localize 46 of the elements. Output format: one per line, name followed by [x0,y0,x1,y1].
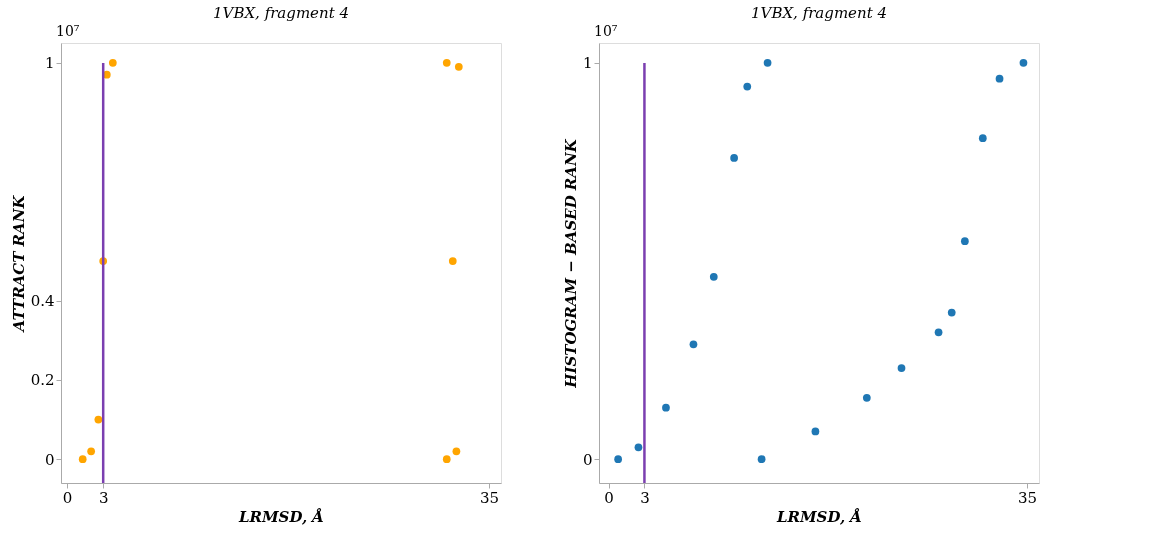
y-tick-label: 0.4 [30,292,55,311]
point [442,455,451,464]
chart-title: 1VBX, fragment 4 [213,4,349,22]
point [689,340,698,349]
point [757,455,766,464]
x-tick-label: 35 [1018,488,1038,507]
point [862,393,871,402]
point [454,62,463,71]
y-tick-label: 0 [44,450,55,469]
point [1019,58,1028,67]
y-axis-title: ATTRACT RANK [9,194,28,334]
point [108,58,117,67]
y-tick-label: 0.2 [30,371,55,390]
text: 10⁷ [56,23,80,39]
point [634,443,643,452]
point [709,273,718,281]
x-tick-label: 35 [479,488,499,507]
y-tick-label: 1 [582,54,593,73]
point [614,455,622,464]
point [897,364,906,372]
point [978,134,987,142]
y-axis-title: HISTOGRAM − BASED RANK [561,138,580,389]
point [763,58,772,67]
point [662,403,670,412]
point [448,257,457,265]
point [947,308,956,317]
x-tick-label: 3 [98,488,109,507]
point [961,237,969,246]
text: 10⁷ [594,23,618,39]
point [811,427,820,436]
point [730,154,738,162]
point [87,447,96,456]
point [442,58,451,67]
x-axis-title: LRMSD, Å [775,507,863,526]
point [995,74,1004,83]
point [743,82,752,91]
x-tick-label: 0 [604,488,614,507]
chart-title: 1VBX, fragment 4 [751,4,887,22]
point [94,415,103,424]
x-tick-label: 3 [640,488,650,507]
x-axis-title: LRMSD, Å [237,507,325,526]
point [934,328,943,337]
y-tick-label: 1 [44,54,55,73]
x-tick-label: 0 [62,488,73,507]
point [452,447,461,456]
point [78,455,87,464]
